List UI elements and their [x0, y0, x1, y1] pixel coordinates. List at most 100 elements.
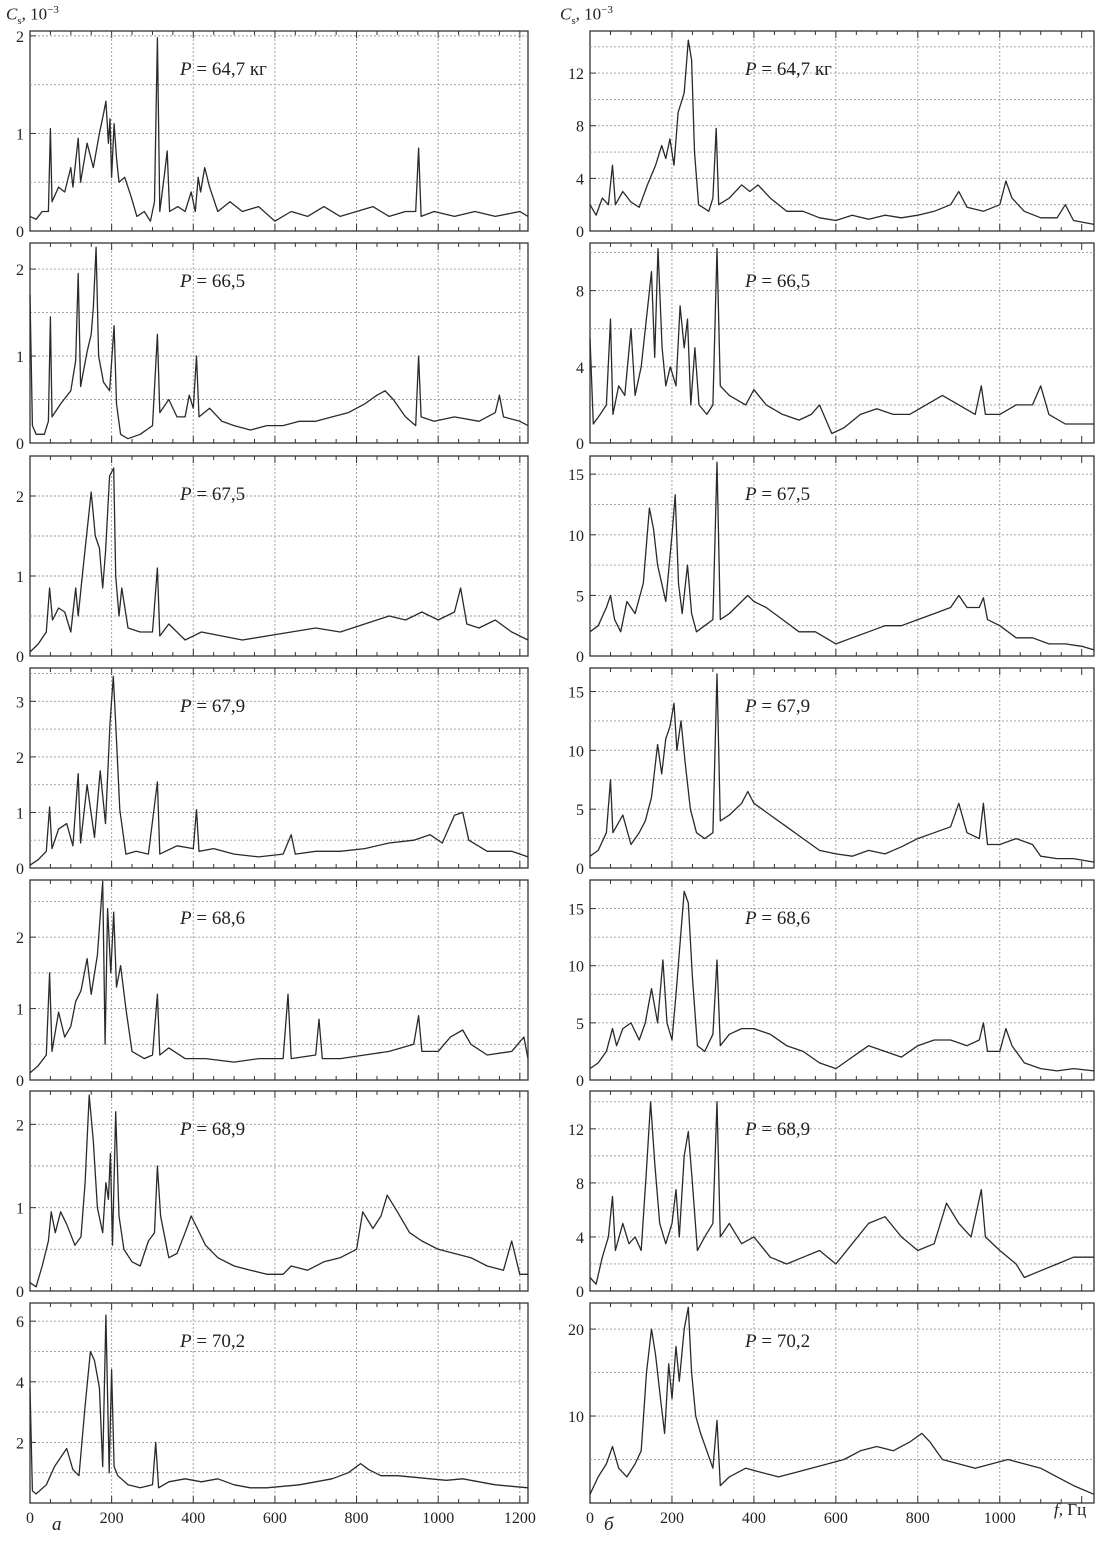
y-tick-label: 8: [576, 1176, 584, 1193]
y-tick-label: 2: [16, 29, 24, 46]
y-tick-label: 4: [576, 1230, 584, 1247]
x-tick-label: 1200: [504, 1510, 536, 1527]
y-tick-label: 8: [576, 119, 584, 136]
y-tick-label: 0: [576, 1073, 584, 1090]
spectrum-line-b5: [589, 890, 1095, 1072]
y-tick-label: 10: [568, 959, 584, 976]
y-tick-label: 4: [576, 171, 584, 188]
panel-frame-b1: [589, 30, 1095, 232]
x-tick-label: 600: [824, 1510, 848, 1527]
panel-frame-b4: [589, 667, 1095, 869]
x-tick-label: 0: [586, 1510, 594, 1527]
y-tick-label: 0: [16, 861, 24, 878]
spectrum-line-b2: [589, 248, 1094, 435]
y-tick-label: 1: [16, 805, 24, 822]
y-tick-label: 2: [16, 1435, 24, 1452]
y-tick-label: 20: [568, 1322, 584, 1339]
panel-frame-b7: [589, 1302, 1095, 1504]
y-tick-label: 5: [576, 588, 584, 605]
x-tick-label: 1000: [422, 1510, 454, 1527]
y-tick-label: 2: [16, 1117, 24, 1134]
pressure-label-b5: P = 68,6: [744, 908, 810, 929]
y-tick-label: 6: [16, 1314, 24, 1331]
spectrum-line-a3: [29, 467, 529, 653]
y-tick-label: 0: [16, 649, 24, 666]
y-tick-label: 0: [576, 861, 584, 878]
y-tick-label: 10: [568, 743, 584, 760]
x-axis-unit-label: f, Гц: [1054, 1500, 1087, 1519]
pressure-label-b2: P = 66,5: [744, 271, 810, 292]
column-label-a: а: [52, 1514, 62, 1535]
y-tick-label: 12: [568, 1122, 584, 1139]
panel-frame-a1: [29, 30, 529, 232]
spectrum-line-a2: [29, 246, 529, 440]
y-tick-label: 0: [576, 649, 584, 666]
pressure-label-b4: P = 67,9: [744, 696, 810, 717]
y-tick-label: 2: [16, 930, 24, 947]
x-tick-label: 200: [100, 1510, 124, 1527]
y-tick-label: 8: [576, 284, 584, 301]
panel-frame-a6: [29, 1090, 529, 1292]
y-tick-label: 3: [16, 694, 24, 711]
column-label-b: б: [604, 1514, 614, 1535]
x-tick-label: 800: [906, 1510, 930, 1527]
y-tick-label: 0: [576, 436, 584, 453]
y-tick-label: 1: [16, 1201, 24, 1218]
y-tick-label: 4: [16, 1375, 24, 1392]
x-tick-label: 800: [345, 1510, 369, 1527]
y-tick-label: 5: [576, 802, 584, 819]
spectrum-line-b7: [589, 1306, 1095, 1495]
pressure-label-a2: P = 66,5: [179, 271, 245, 292]
x-tick-label: 0: [26, 1510, 34, 1527]
y-tick-label: 15: [568, 902, 584, 919]
y-tick-label: 5: [576, 1016, 584, 1033]
pressure-label-a3: P = 67,5: [179, 484, 245, 505]
spectrum-line-b4: [589, 673, 1095, 863]
y-tick-label: 0: [576, 224, 584, 241]
y-tick-label: 1: [16, 349, 24, 366]
y-tick-label: 1: [16, 1002, 24, 1019]
pressure-label-b6: P = 68,9: [744, 1119, 810, 1140]
x-tick-label: 1000: [984, 1510, 1016, 1527]
pressure-label-a6: P = 68,9: [179, 1119, 245, 1140]
panel-frame-a4: [29, 667, 529, 869]
x-tick-label: 600: [263, 1510, 287, 1527]
pressure-label-a7: P = 70,2: [179, 1331, 245, 1352]
y-tick-label: 12: [568, 66, 584, 83]
pressure-label-a4: P = 67,9: [179, 696, 245, 717]
y-tick-label: 0: [16, 224, 24, 241]
y-tick-label: 2: [16, 489, 24, 506]
spectrum-line-a7: [29, 1314, 529, 1495]
spectrum-line-b3: [589, 461, 1095, 651]
y-tick-label: 2: [16, 262, 24, 279]
y-tick-label: 15: [568, 685, 584, 702]
spectrum-line-a1: [29, 37, 529, 222]
spectrum-line-b6: [589, 1101, 1094, 1285]
panel-frame-b6: [589, 1090, 1095, 1292]
y-tick-label: 10: [568, 528, 584, 545]
y-tick-label: 0: [16, 436, 24, 453]
left-y-axis-label: Cs, 10−3: [6, 4, 59, 28]
panel-frame-a3: [29, 455, 529, 657]
pressure-label-b1: P = 64,7 кг: [744, 59, 832, 80]
y-tick-label: 10: [568, 1409, 584, 1426]
panel-frame-a2: [29, 242, 529, 444]
x-tick-label: 400: [742, 1510, 766, 1527]
y-tick-label: 15: [568, 467, 584, 484]
y-tick-label: 0: [16, 1284, 24, 1301]
y-tick-label: 2: [16, 750, 24, 767]
x-tick-label: 400: [181, 1510, 205, 1527]
panel-frame-b3: [589, 455, 1095, 657]
y-tick-label: 0: [16, 1073, 24, 1090]
x-tick-label: 200: [660, 1510, 684, 1527]
panel-frame-b2: [589, 242, 1095, 444]
spectrum-line-b1: [589, 39, 1095, 226]
y-tick-label: 1: [16, 569, 24, 586]
pressure-label-a5: P = 68,6: [179, 908, 245, 929]
pressure-label-a1: P = 64,7 кг: [179, 59, 267, 80]
right-y-axis-label: Cs, 10−3: [560, 4, 613, 28]
y-tick-label: 4: [576, 360, 584, 377]
spectrum-line-a5: [29, 880, 529, 1074]
panel-frame-b5: [589, 879, 1095, 1081]
y-tick-label: 0: [576, 1284, 584, 1301]
